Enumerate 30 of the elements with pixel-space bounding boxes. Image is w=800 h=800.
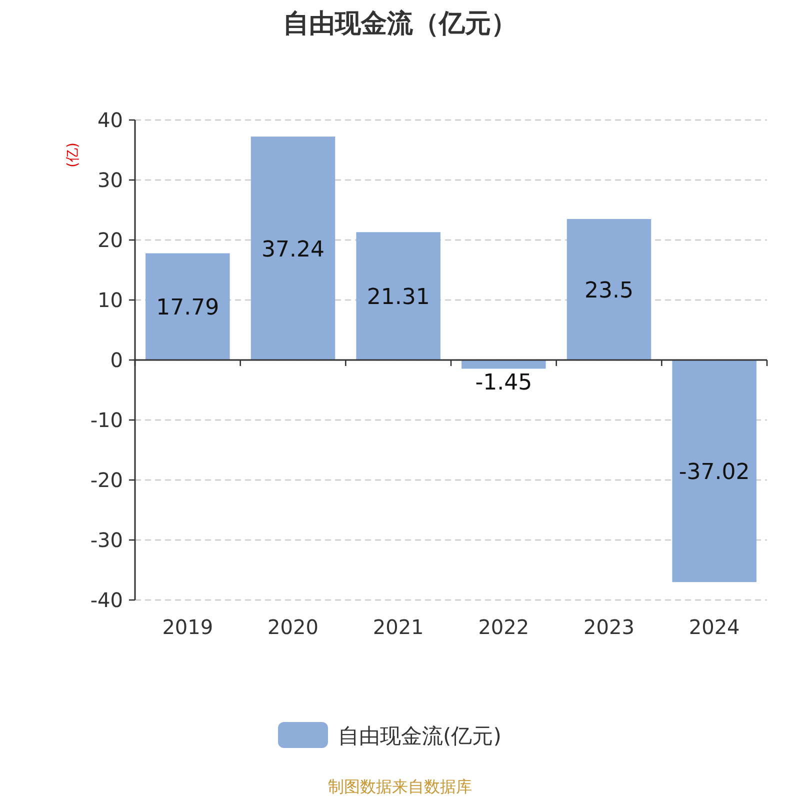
x-tick-label: 2024 <box>688 615 740 639</box>
y-tick-label: 20 <box>98 228 123 252</box>
x-tick-label: 2021 <box>372 615 424 639</box>
y-tick-label: 40 <box>98 108 123 132</box>
x-tick-label: 2020 <box>268 615 318 639</box>
data-label: 23.5 <box>584 278 634 304</box>
y-tick-label: 30 <box>98 168 123 192</box>
y-tick-label: -10 <box>90 408 123 432</box>
data-label: -37.02 <box>678 460 750 486</box>
x-tick-label: 2023 <box>584 615 634 639</box>
data-label: 21.31 <box>366 285 430 310</box>
bar <box>566 219 652 360</box>
x-tick-label: 2022 <box>478 615 530 639</box>
bar <box>672 360 756 582</box>
data-label: 17.79 <box>156 296 220 321</box>
y-tick-label: 0 <box>110 348 123 372</box>
y-tick-label: -20 <box>90 468 123 492</box>
text: 制图数据来自数据库 <box>328 777 472 796</box>
y-tick-label: 10 <box>98 288 123 312</box>
legend-label: 自由现金流(亿元) <box>338 724 502 748</box>
bar <box>356 232 440 360</box>
bar <box>250 136 336 360</box>
bar <box>146 253 230 360</box>
y-tick-label: -30 <box>90 528 123 552</box>
chart-title: 自由现金流（亿元） <box>283 9 517 39</box>
y-axis-title: (亿) <box>65 142 81 168</box>
x-tick-label: 2019 <box>162 615 214 639</box>
data-label: 37.24 <box>262 237 324 262</box>
y-tick-label: -40 <box>90 588 123 612</box>
data-label: -1.45 <box>475 370 532 396</box>
